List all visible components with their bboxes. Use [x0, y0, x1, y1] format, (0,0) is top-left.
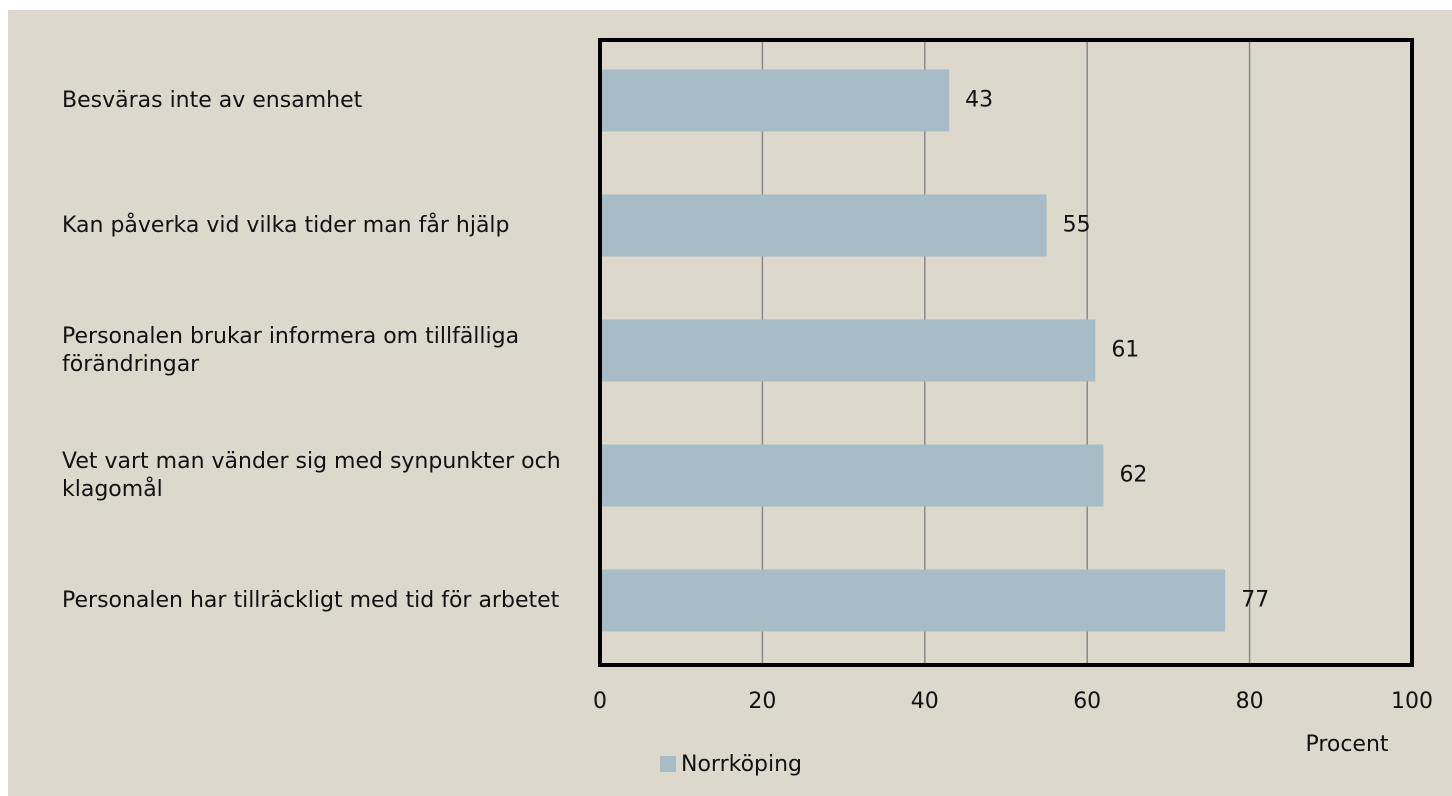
bar — [600, 319, 1096, 382]
y-tick-label: Kan påverka vid vilka tider man får hjäl… — [62, 212, 510, 238]
x-tick-label: 40 — [911, 689, 939, 714]
x-tick-label: 100 — [1391, 689, 1433, 714]
value-label: 61 — [1111, 338, 1139, 363]
x-tick-label: 80 — [1236, 689, 1264, 714]
x-tick-label: 20 — [748, 689, 776, 714]
legend-label: Norrköping — [681, 752, 802, 777]
bar — [600, 69, 950, 132]
y-tick-label: Besväras inte av ensamhet — [62, 87, 363, 113]
bar — [600, 444, 1104, 507]
y-tick-label: Personalen brukar informera om tillfälli… — [62, 323, 520, 377]
legend-swatch — [660, 756, 676, 772]
bar — [600, 194, 1047, 257]
x-tick-label: 60 — [1073, 689, 1101, 714]
value-label: 62 — [1119, 463, 1147, 488]
value-label: 77 — [1241, 588, 1269, 613]
y-tick-label: Vet vart man vänder sig med synpunkter o… — [62, 448, 561, 502]
value-label: 43 — [965, 88, 993, 113]
value-label: 55 — [1063, 213, 1091, 238]
plot-frame — [598, 38, 1414, 667]
x-axis-label: Procent — [1305, 732, 1388, 757]
bar — [600, 569, 1226, 632]
x-tick-label: 0 — [593, 689, 607, 714]
y-tick-label: Personalen har tillräckligt med tid för … — [62, 587, 560, 613]
